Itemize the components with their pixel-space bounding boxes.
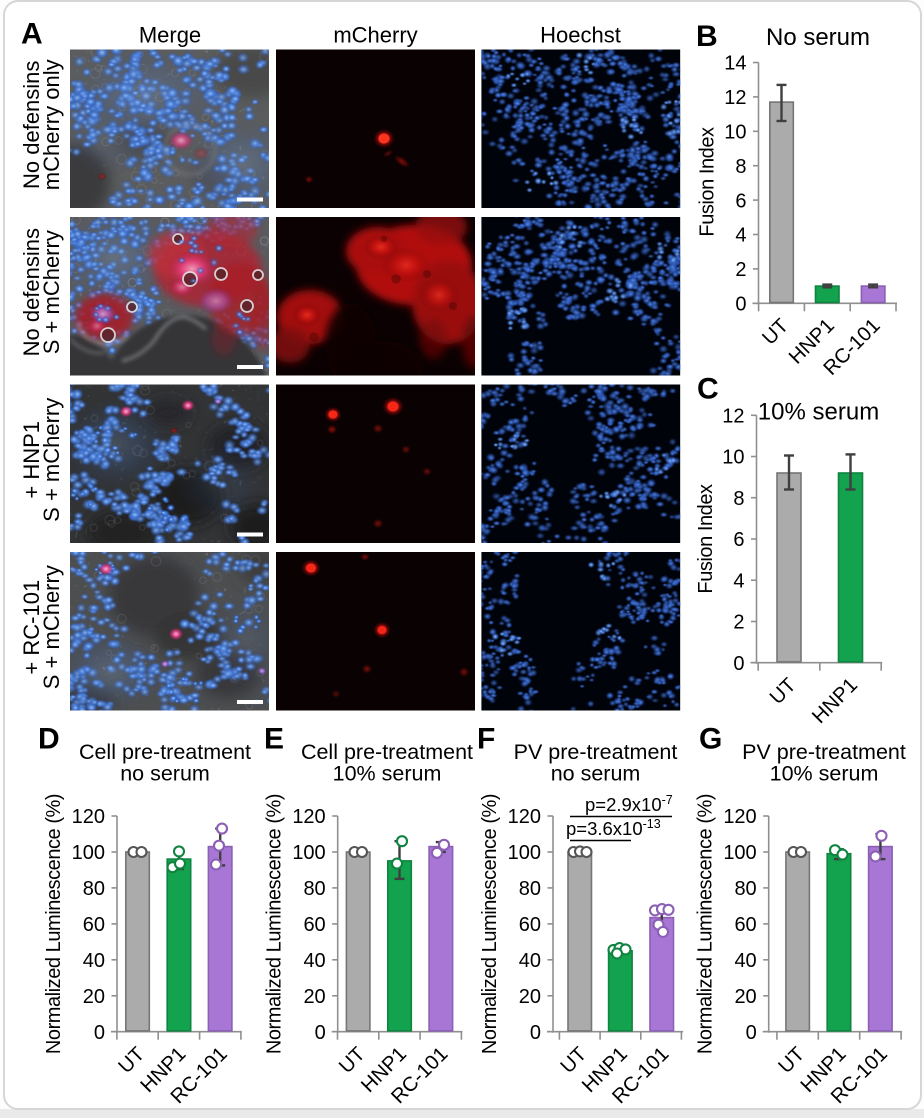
svg-text:120: 120 [72, 806, 105, 828]
svg-text:40: 40 [303, 950, 325, 972]
svg-text:100: 100 [292, 842, 325, 864]
svg-text:UT: UT [774, 1043, 809, 1078]
svg-text:0: 0 [733, 653, 744, 675]
svg-text:12: 12 [724, 87, 746, 109]
svg-text:F: F [477, 723, 495, 756]
svg-text:40: 40 [83, 950, 105, 972]
svg-text:Cell pre-treatment: Cell pre-treatment [79, 740, 251, 764]
svg-text:40: 40 [734, 950, 756, 972]
svg-text:80: 80 [303, 878, 325, 900]
svg-text:60: 60 [734, 914, 756, 936]
svg-text:80: 80 [734, 878, 756, 900]
svg-text:120: 120 [508, 806, 541, 828]
svg-text:no serum: no serum [120, 762, 210, 786]
svg-text:40: 40 [519, 950, 541, 972]
svg-text:2: 2 [733, 612, 744, 634]
svg-text:10% serum: 10% serum [758, 399, 879, 426]
svg-text:+ HNP1: + HNP1 [19, 421, 44, 499]
svg-text:10% serum: 10% serum [770, 762, 879, 786]
svg-text:100: 100 [508, 842, 541, 864]
svg-text:S + mCherry: S + mCherry [39, 398, 64, 522]
svg-text:S + mCherry: S + mCherry [39, 565, 64, 689]
svg-text:No serum: No serum [766, 24, 870, 51]
svg-text:no serum: no serum [551, 762, 641, 786]
svg-text:20: 20 [519, 986, 541, 1008]
svg-text:0: 0 [530, 1022, 541, 1044]
svg-text:Merge: Merge [139, 23, 201, 48]
svg-text:Fusion Index: Fusion Index [697, 127, 719, 237]
svg-text:10: 10 [724, 122, 746, 144]
svg-text:0: 0 [94, 1022, 105, 1044]
svg-text:B: B [696, 20, 718, 53]
svg-text:8: 8 [735, 156, 746, 178]
svg-text:UT: UT [335, 1043, 370, 1078]
svg-text:PV pre-treatment: PV pre-treatment [742, 740, 906, 764]
svg-text:60: 60 [303, 914, 325, 936]
svg-text:0: 0 [746, 1022, 757, 1044]
svg-text:14: 14 [724, 53, 746, 75]
svg-text:120: 120 [723, 806, 756, 828]
svg-text:4: 4 [733, 570, 744, 592]
svg-text:12: 12 [722, 406, 744, 428]
svg-text:Normalized Luminescence (%): Normalized Luminescence (%) [479, 794, 501, 1054]
svg-text:UT: UT [114, 1043, 149, 1078]
svg-text:C: C [697, 373, 719, 406]
svg-text:6: 6 [733, 529, 744, 551]
svg-text:HNP1: HNP1 [808, 674, 862, 728]
svg-text:mCherry: mCherry [333, 23, 417, 48]
svg-text:PV pre-treatment: PV pre-treatment [514, 740, 678, 764]
svg-text:120: 120 [292, 806, 325, 828]
svg-text:4: 4 [735, 225, 746, 247]
svg-text:Normalized Luminescence (%): Normalized Luminescence (%) [695, 794, 717, 1054]
svg-text:p=2.9x10-7: p=2.9x10-7 [585, 793, 673, 815]
svg-text:D: D [38, 723, 60, 756]
svg-text:60: 60 [83, 914, 105, 936]
svg-text:0: 0 [735, 294, 746, 316]
svg-text:A: A [21, 18, 43, 51]
svg-text:Hoechst: Hoechst [540, 23, 621, 48]
svg-text:S + mCherry: S + mCherry [39, 230, 64, 354]
svg-text:0: 0 [315, 1022, 326, 1044]
svg-text:Normalized Luminescence (%): Normalized Luminescence (%) [264, 794, 286, 1054]
svg-text:No defensins: No defensins [19, 61, 44, 189]
svg-text:2: 2 [735, 259, 746, 281]
svg-text:Cell pre-treatment: Cell pre-treatment [301, 740, 473, 764]
svg-text:20: 20 [303, 986, 325, 1008]
svg-text:80: 80 [83, 878, 105, 900]
svg-text:Normalized Luminescence (%): Normalized Luminescence (%) [43, 794, 65, 1054]
svg-text:Fusion Index: Fusion Index [695, 484, 717, 594]
svg-text:100: 100 [723, 842, 756, 864]
svg-text:20: 20 [734, 986, 756, 1008]
svg-text:20: 20 [83, 986, 105, 1008]
svg-text:8: 8 [733, 488, 744, 510]
svg-text:UT: UT [758, 315, 793, 350]
svg-text:100: 100 [72, 842, 105, 864]
svg-text:mCherry only: mCherry only [39, 59, 64, 190]
svg-text:60: 60 [519, 914, 541, 936]
svg-text:10: 10 [722, 447, 744, 469]
svg-text:6: 6 [735, 190, 746, 212]
svg-text:p=3.6x10-13: p=3.6x10-13 [566, 817, 661, 839]
svg-text:10% serum: 10% serum [333, 762, 442, 786]
svg-text:G: G [699, 723, 722, 756]
svg-text:E: E [264, 723, 284, 756]
svg-text:+ RC-101: + RC-101 [19, 580, 44, 675]
svg-text:No defensins: No defensins [19, 228, 44, 356]
svg-text:UT: UT [766, 674, 801, 709]
svg-text:80: 80 [519, 878, 541, 900]
